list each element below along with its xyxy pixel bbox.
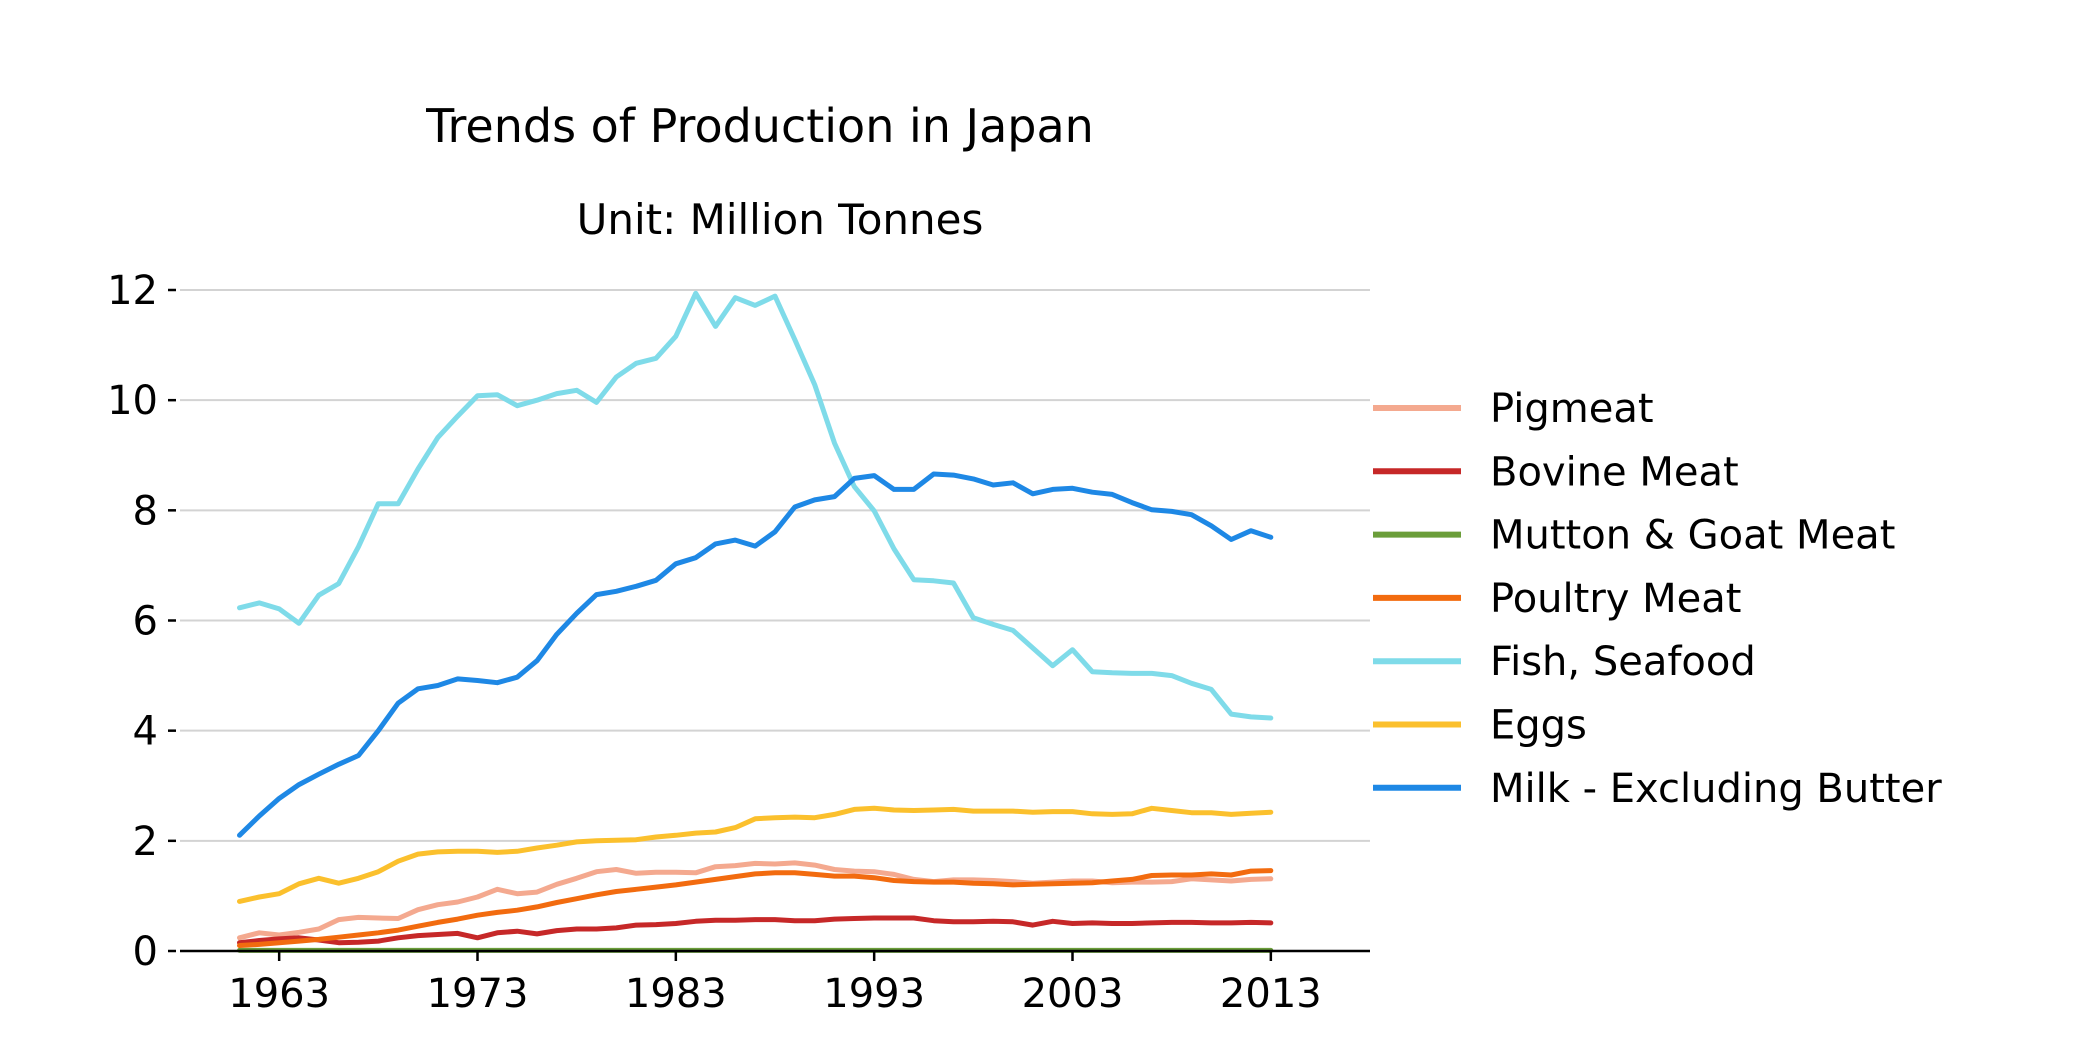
legend: Pigmeat Bovine Meat Mutton & Goat Meat Poul… xyxy=(1373,386,1942,812)
legend-item-fish-seafood: Fish, Seafood xyxy=(1373,639,1756,685)
legend-item-pigmeat: Pigmeat xyxy=(1373,386,1654,432)
y-tick-label: 0 xyxy=(133,929,158,975)
y-tick-label: 12 xyxy=(107,268,158,314)
y-tick-label: 2 xyxy=(133,819,158,865)
y-tick-label: 10 xyxy=(107,378,158,424)
plot-area xyxy=(237,290,1274,953)
x-tick-label: 1963 xyxy=(228,971,330,1017)
x-tick-label: 1973 xyxy=(427,971,529,1017)
series-line-poultry-meat xyxy=(237,868,1274,948)
y-tick-label: 4 xyxy=(133,709,158,755)
legend-label: Eggs xyxy=(1490,703,1587,749)
legend-label: Poultry Meat xyxy=(1490,576,1741,622)
x-axis-ticks: 1963 1973 1983 1993 2003 2013 xyxy=(228,951,1322,1017)
legend-label: Pigmeat xyxy=(1490,386,1654,432)
chart-subtitle: Unit: Million Tonnes xyxy=(577,195,984,244)
legend-label: Mutton & Goat Meat xyxy=(1490,513,1895,559)
x-tick-label: 2013 xyxy=(1220,971,1322,1017)
x-tick-label: 2003 xyxy=(1022,971,1124,1017)
legend-item-eggs: Eggs xyxy=(1373,703,1587,749)
legend-item-poultry-meat: Poultry Meat xyxy=(1373,576,1741,622)
series-line-milk-excluding-butter xyxy=(237,471,1274,838)
legend-item-milk-excluding-butter: Milk - Excluding Butter xyxy=(1373,766,1942,812)
x-tick-label: 1983 xyxy=(625,971,727,1017)
legend-item-bovine-meat: Bovine Meat xyxy=(1373,449,1739,495)
series-line-fish-seafood xyxy=(237,290,1274,721)
y-tick-label: 8 xyxy=(133,488,158,534)
y-tick-label: 6 xyxy=(133,599,158,645)
series-line-eggs xyxy=(237,805,1274,904)
y-axis-ticks: 0 2 4 6 8 10 12 xyxy=(107,268,176,975)
chart-title: Trends of Production in Japan xyxy=(425,99,1094,153)
x-tick-label: 1993 xyxy=(823,971,925,1017)
legend-label: Bovine Meat xyxy=(1490,449,1739,495)
legend-label: Fish, Seafood xyxy=(1490,639,1756,685)
series-line-bovine-meat xyxy=(237,915,1274,946)
legend-label: Milk - Excluding Butter xyxy=(1490,766,1942,812)
legend-item-mutton-goat-meat: Mutton & Goat Meat xyxy=(1373,513,1895,559)
